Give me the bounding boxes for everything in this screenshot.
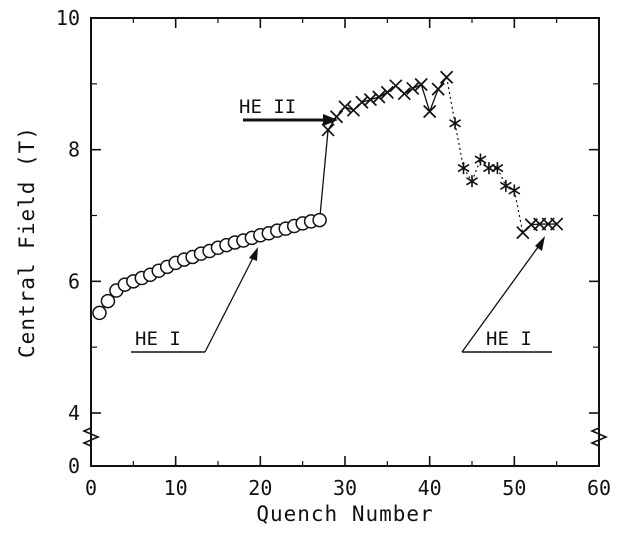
data-point-x: [363, 93, 378, 107]
series-connector: [531, 223, 540, 226]
x-tick-label: 30: [333, 476, 357, 500]
annotation-he-i-left-arrow: [204, 253, 256, 353]
series-connector: [446, 77, 456, 124]
data-point-asterisk: [499, 179, 512, 192]
data-point-asterisk: [508, 184, 521, 197]
data-point-x: [414, 77, 428, 92]
data-point-asterisk: [457, 162, 470, 175]
x-tick-label: 20: [248, 476, 272, 500]
series-connector: [496, 167, 507, 187]
x-tick-label: 50: [502, 476, 526, 500]
data-point-x: [397, 87, 411, 101]
series-connector: [454, 123, 465, 169]
data-point-asterisk: [466, 175, 478, 188]
plot-frame: [90, 17, 600, 467]
data-point-x: [439, 70, 454, 84]
annotation-he-i-left-arrowhead: [249, 247, 258, 261]
data-point-asterisk: [474, 153, 487, 166]
series-connector: [318, 129, 329, 221]
series-layer: [92, 70, 564, 321]
y-axis-break-right: [589, 427, 609, 447]
data-point-x: [550, 217, 564, 231]
annotation-he-ii-label: HE II: [239, 96, 296, 118]
annotation-he-i-right: HE I: [461, 236, 552, 353]
x-axis-title: Quench Number: [256, 502, 433, 526]
annotation-he-ii-arrowhead: [323, 114, 338, 126]
annotation-he-i-right-label: HE I: [486, 328, 532, 350]
series-connector: [420, 84, 431, 112]
data-point-x: [372, 90, 386, 104]
y-axis-break-left: [81, 427, 101, 447]
annotation-he-i-right-arrow: [461, 242, 542, 353]
y-tick-label: 6: [68, 269, 80, 293]
y-tick-label: 0: [68, 454, 80, 478]
y-tick-label: 10: [56, 6, 80, 30]
series-connector: [513, 190, 524, 233]
series-connector: [471, 159, 482, 182]
data-point-circle: [312, 212, 327, 228]
data-point-x: [355, 95, 369, 109]
annotation-he-i-left: HE I: [131, 247, 258, 353]
data-point-x: [431, 82, 445, 96]
annotation-he-i-right-arrowhead: [535, 236, 545, 251]
x-tick-label: 60: [587, 476, 611, 500]
data-point-x: [321, 123, 335, 137]
y-axis-title: Central Field (T): [15, 126, 39, 358]
y-tick-label: 8: [68, 138, 80, 162]
data-point-x: [406, 81, 420, 96]
series-connector: [429, 88, 439, 112]
y-tick-label: 4: [68, 401, 80, 425]
annotation-he-i-left-label: HE I: [135, 328, 181, 350]
data-point-circle: [100, 293, 116, 309]
data-point-circle: [92, 305, 107, 321]
data-point-x: [338, 100, 352, 114]
data-point-x: [423, 104, 437, 119]
data-point-x: [380, 85, 394, 99]
x-tick-label: 0: [85, 476, 97, 500]
axis-tick-labels: 0 10 20 30 40 50 60 0 4 6 8 10: [56, 6, 611, 500]
data-point-asterisk: [449, 117, 461, 130]
data-point-asterisk: [491, 162, 504, 175]
x-tick-label: 10: [164, 476, 188, 500]
annotation-he-ii: HE II: [239, 96, 338, 126]
axis-ticks: [90, 18, 600, 466]
x-tick-label: 40: [418, 476, 442, 500]
